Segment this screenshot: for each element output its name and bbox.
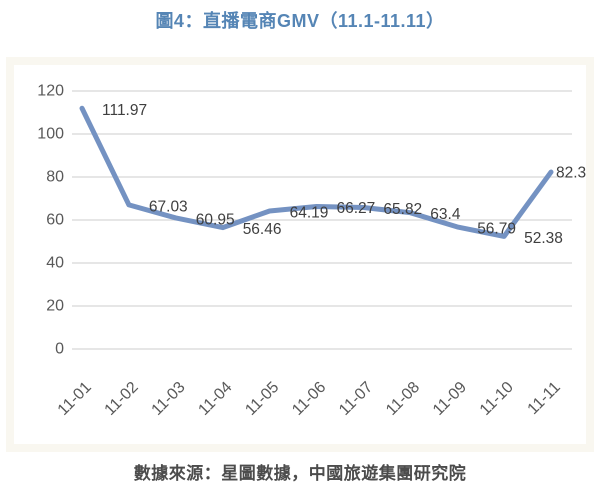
gmv-line <box>79 105 554 239</box>
x-axis-tick-label: 11-10 <box>477 379 517 419</box>
y-axis-tick-label: 120 <box>37 83 64 100</box>
x-axis-tick-label: 11-09 <box>430 379 470 419</box>
data-label: 82.3 <box>556 165 586 182</box>
data-label: 111.97 <box>102 102 147 119</box>
y-axis-tick-label: 40 <box>46 255 64 272</box>
x-axis-tick-label: 11-05 <box>242 379 282 419</box>
data-label: 65.82 <box>383 201 422 218</box>
y-axis-tick-label: 20 <box>46 298 64 315</box>
x-axis-tick-label: 11-11 <box>525 379 564 418</box>
data-label: 66.27 <box>337 200 376 217</box>
x-axis-tick-label: 11-07 <box>336 379 376 419</box>
y-axis-tick-label: 80 <box>46 169 64 186</box>
y-axis-tick-label: 100 <box>37 126 64 143</box>
x-axis-tick-label: 11-04 <box>195 379 235 419</box>
chart-frame <box>6 57 594 452</box>
chart-title: 圖4：直播電商GMV（11.1-11.11） <box>155 11 445 31</box>
source-note: 數據來源：星圖數據，中國旅遊集團研究院 <box>133 464 467 483</box>
y-axis-tick-label: 60 <box>46 212 64 229</box>
data-label: 56.46 <box>243 221 282 238</box>
data-label: 56.79 <box>477 220 516 237</box>
y-axis-tick-label: 0 <box>55 341 64 358</box>
x-axis-tick-label: 11-01 <box>55 379 95 419</box>
data-label: 60.95 <box>196 211 235 228</box>
data-label: 63.4 <box>430 206 461 223</box>
data-label: 67.03 <box>149 198 188 215</box>
x-axis-tick-label: 11-02 <box>102 379 142 419</box>
gmv-line-chart: 0 20 40 60 80 100 120 11-01 11-02 11-03 11-04 11-05… <box>37 83 586 419</box>
data-label: 52.38 <box>524 230 563 247</box>
data-label: 64.19 <box>290 204 329 221</box>
x-axis-tick-label: 11-03 <box>149 379 189 419</box>
x-axis-tick-label: 11-06 <box>289 379 329 419</box>
x-axis-tick-label: 11-08 <box>383 379 423 419</box>
